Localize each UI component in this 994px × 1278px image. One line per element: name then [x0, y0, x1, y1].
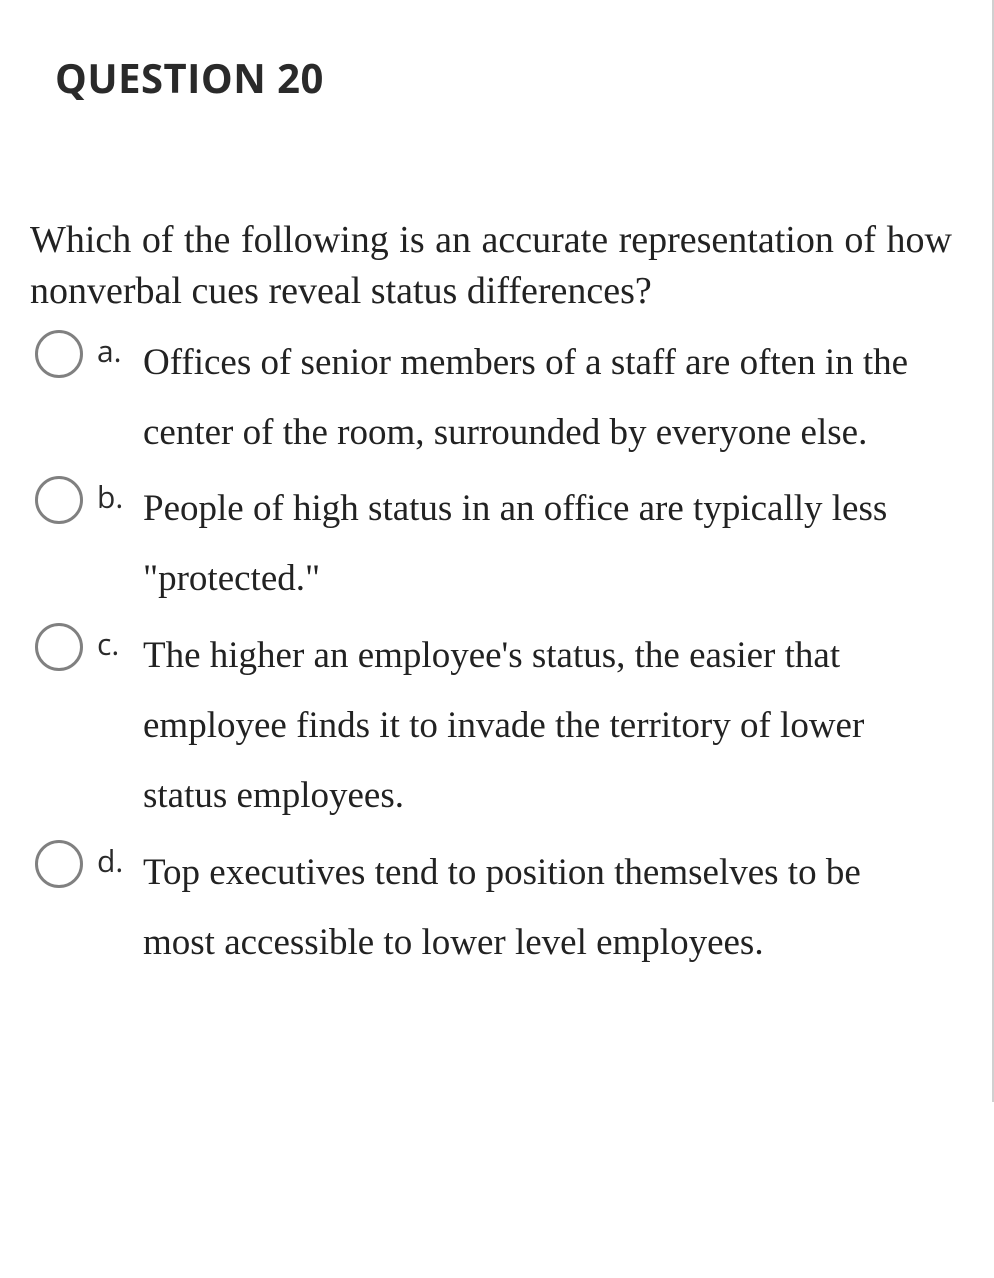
- option-text: Top executives tend to position themselv…: [143, 836, 962, 979]
- option-text: Offices of senior members of a staff are…: [143, 326, 962, 469]
- option-letter: d.: [97, 840, 143, 881]
- option-c: c. The higher an employee's status, the …: [35, 619, 962, 832]
- question-heading: QUESTION 20: [55, 50, 962, 105]
- option-text: The higher an employee's status, the eas…: [143, 619, 962, 832]
- option-letter: c.: [97, 623, 143, 664]
- option-text: People of high status in an office are t…: [143, 472, 962, 615]
- question-card: QUESTION 20 Which of the following is an…: [0, 0, 994, 1102]
- radio-c[interactable]: [35, 623, 83, 671]
- radio-d[interactable]: [35, 840, 83, 888]
- question-text: Which of the following is an accurate re…: [30, 215, 952, 318]
- radio-a[interactable]: [35, 330, 83, 378]
- option-letter: a.: [97, 330, 143, 371]
- options-list: a. Offices of senior members of a staff …: [30, 326, 962, 979]
- radio-b[interactable]: [35, 476, 83, 524]
- option-a: a. Offices of senior members of a staff …: [35, 326, 962, 469]
- option-b: b. People of high status in an office ar…: [35, 472, 962, 615]
- option-d: d. Top executives tend to position thems…: [35, 836, 962, 979]
- option-letter: b.: [97, 476, 143, 517]
